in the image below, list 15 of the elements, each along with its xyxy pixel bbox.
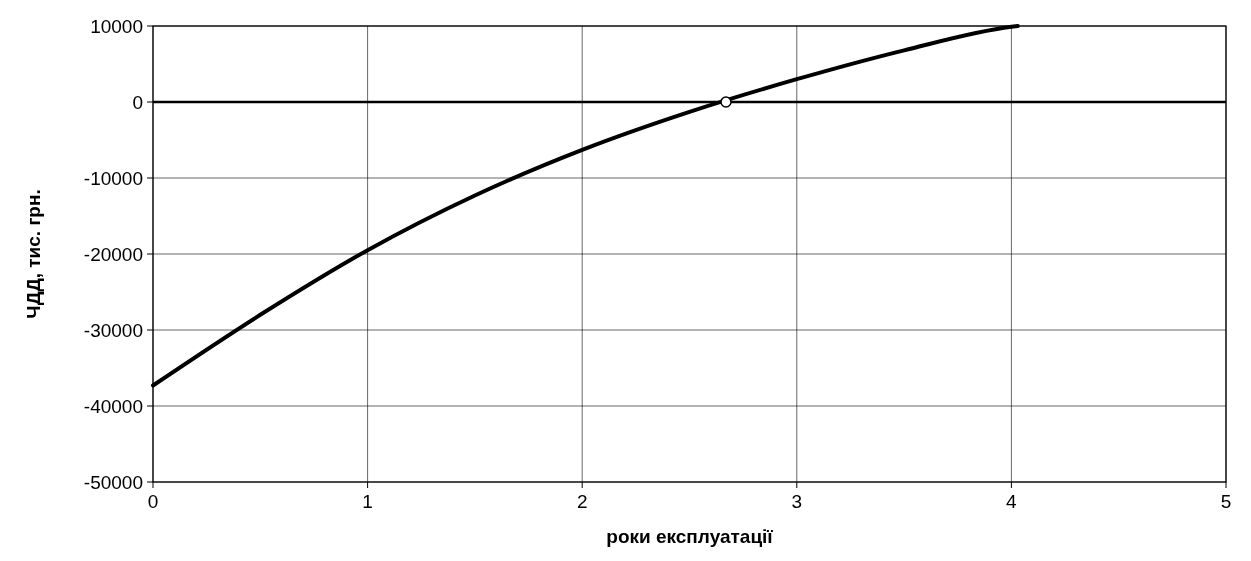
x-tick-label: 1: [362, 491, 373, 512]
y-tick-label: -10000: [83, 167, 143, 189]
y-tick-label: -20000: [83, 243, 143, 265]
y-tick-label: -30000: [83, 319, 143, 341]
x-tick-label: 4: [1006, 491, 1018, 512]
x-tick-label: 5: [1220, 491, 1232, 512]
y-axis-title: ЧДД, тис. грн.: [23, 189, 44, 319]
x-tick-label: 2: [576, 491, 588, 512]
y-tick-label: -40000: [83, 395, 143, 417]
y-tick-label: 0: [132, 91, 143, 113]
y-tick-label: -50000: [83, 471, 143, 493]
x-tick-label: 0: [147, 491, 159, 512]
y-tick-label: 10000: [90, 15, 143, 37]
x-tick-label: 3: [791, 491, 803, 512]
x-axis-title: роки експлуатації: [606, 526, 774, 547]
